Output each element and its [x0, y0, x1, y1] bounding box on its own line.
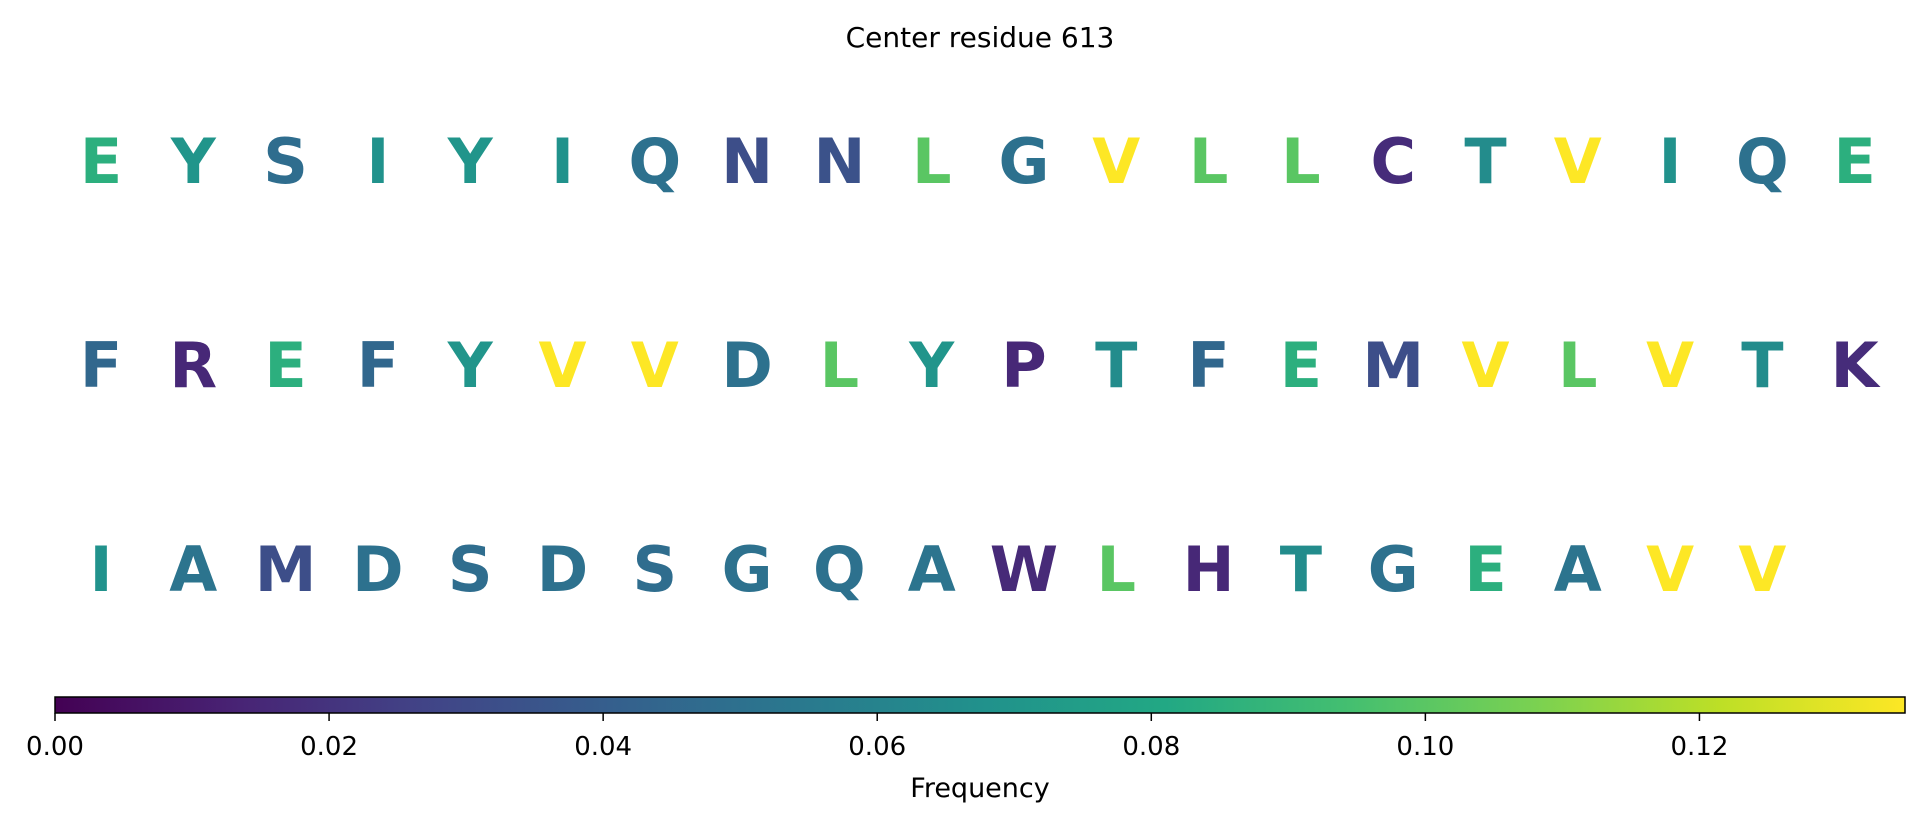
residue-letter: S — [263, 125, 308, 198]
residue-letter: F — [80, 329, 122, 402]
residue-letter: H — [1183, 533, 1235, 606]
colorbar-label: Frequency — [910, 773, 1050, 804]
residue-letter: G — [722, 533, 773, 606]
residue-letter: A — [908, 533, 956, 606]
residue-letter: D — [352, 533, 403, 606]
residue-letter: V — [631, 329, 679, 402]
colorbar-tick-label: 0.12 — [1670, 732, 1728, 762]
colorbar-ticks: 0.00 0.02 0.04 0.06 0.08 0.10 0.12 — [26, 713, 1728, 762]
colorbar-tick-label: 0.00 — [26, 732, 84, 762]
residue-letter: V — [1554, 125, 1602, 198]
residue-letter: Y — [170, 125, 217, 198]
colorbar-tick-label: 0.04 — [574, 732, 632, 762]
residue-letter: N — [721, 125, 773, 198]
residue-letter: A — [169, 533, 217, 606]
residue-letter: I — [89, 533, 112, 606]
colorbar-tick-label: 0.02 — [300, 732, 358, 762]
residue-letter: V — [1462, 329, 1510, 402]
residue-letter: D — [721, 329, 772, 402]
colorbar: 0.00 0.02 0.04 0.06 0.08 0.10 0.12 — [26, 696, 1906, 762]
residue-grid: E Y S I Y I Q N N L G V L L C T V I Q EF R E F Y V V D L Y P T F E M V L V T K… — [80, 125, 1881, 606]
residue-letter: L — [1281, 125, 1321, 198]
chart-title: Center residue 613 — [846, 21, 1115, 54]
residue-letter: E — [1464, 533, 1506, 606]
residue-letter: F — [357, 329, 399, 402]
residue-letter: L — [912, 125, 952, 198]
residue-letter: Y — [908, 329, 955, 402]
residue-letter: T — [1095, 329, 1137, 402]
residue-letter: E — [1834, 125, 1876, 198]
residue-letter: N — [813, 125, 865, 198]
residue-letter: M — [255, 533, 317, 606]
residue-letter: F — [1187, 329, 1229, 402]
residue-letter: L — [1189, 125, 1229, 198]
residue-letter: A — [1554, 533, 1602, 606]
residue-letter: V — [1646, 533, 1694, 606]
residue-letter: E — [264, 329, 306, 402]
residue-letter: P — [1001, 329, 1046, 402]
residue-letter: G — [1368, 533, 1419, 606]
residue-letter: L — [1097, 533, 1137, 606]
residue-letter: G — [999, 125, 1050, 198]
residue-letter: E — [80, 125, 122, 198]
colorbar-gradient — [54, 696, 1906, 714]
residue-letter: Q — [1736, 125, 1789, 198]
residue-letter: T — [1464, 125, 1506, 198]
residue-letter: Q — [628, 125, 681, 198]
residue-letter: I — [1659, 125, 1682, 198]
residue-letter: L — [1558, 329, 1598, 402]
residue-letter: Q — [813, 533, 866, 606]
residue-letter: V — [539, 329, 587, 402]
residue-letter: Y — [447, 125, 494, 198]
residue-letter: R — [169, 329, 217, 402]
residue-letter: S — [632, 533, 677, 606]
residue-letter: V — [1092, 125, 1140, 198]
residue-letter: W — [990, 533, 1058, 606]
residue-letter: C — [1370, 125, 1416, 198]
residue-letter: I — [551, 125, 574, 198]
colorbar-tick-label: 0.08 — [1122, 732, 1180, 762]
colorbar-tick-label: 0.10 — [1396, 732, 1454, 762]
residue-letter: L — [820, 329, 860, 402]
residue-letter: I — [366, 125, 389, 198]
residue-letter: V — [1646, 329, 1694, 402]
residue-letter: D — [537, 533, 588, 606]
residue-letter: T — [1280, 533, 1322, 606]
residue-letter: V — [1738, 533, 1786, 606]
residue-letter: S — [448, 533, 493, 606]
colorbar-tick-label: 0.06 — [848, 732, 906, 762]
residue-letter: K — [1831, 329, 1881, 402]
residue-letter: M — [1362, 329, 1424, 402]
residue-letter: E — [1280, 329, 1322, 402]
residue-letter: T — [1741, 329, 1783, 402]
residue-letter: Y — [447, 329, 494, 402]
